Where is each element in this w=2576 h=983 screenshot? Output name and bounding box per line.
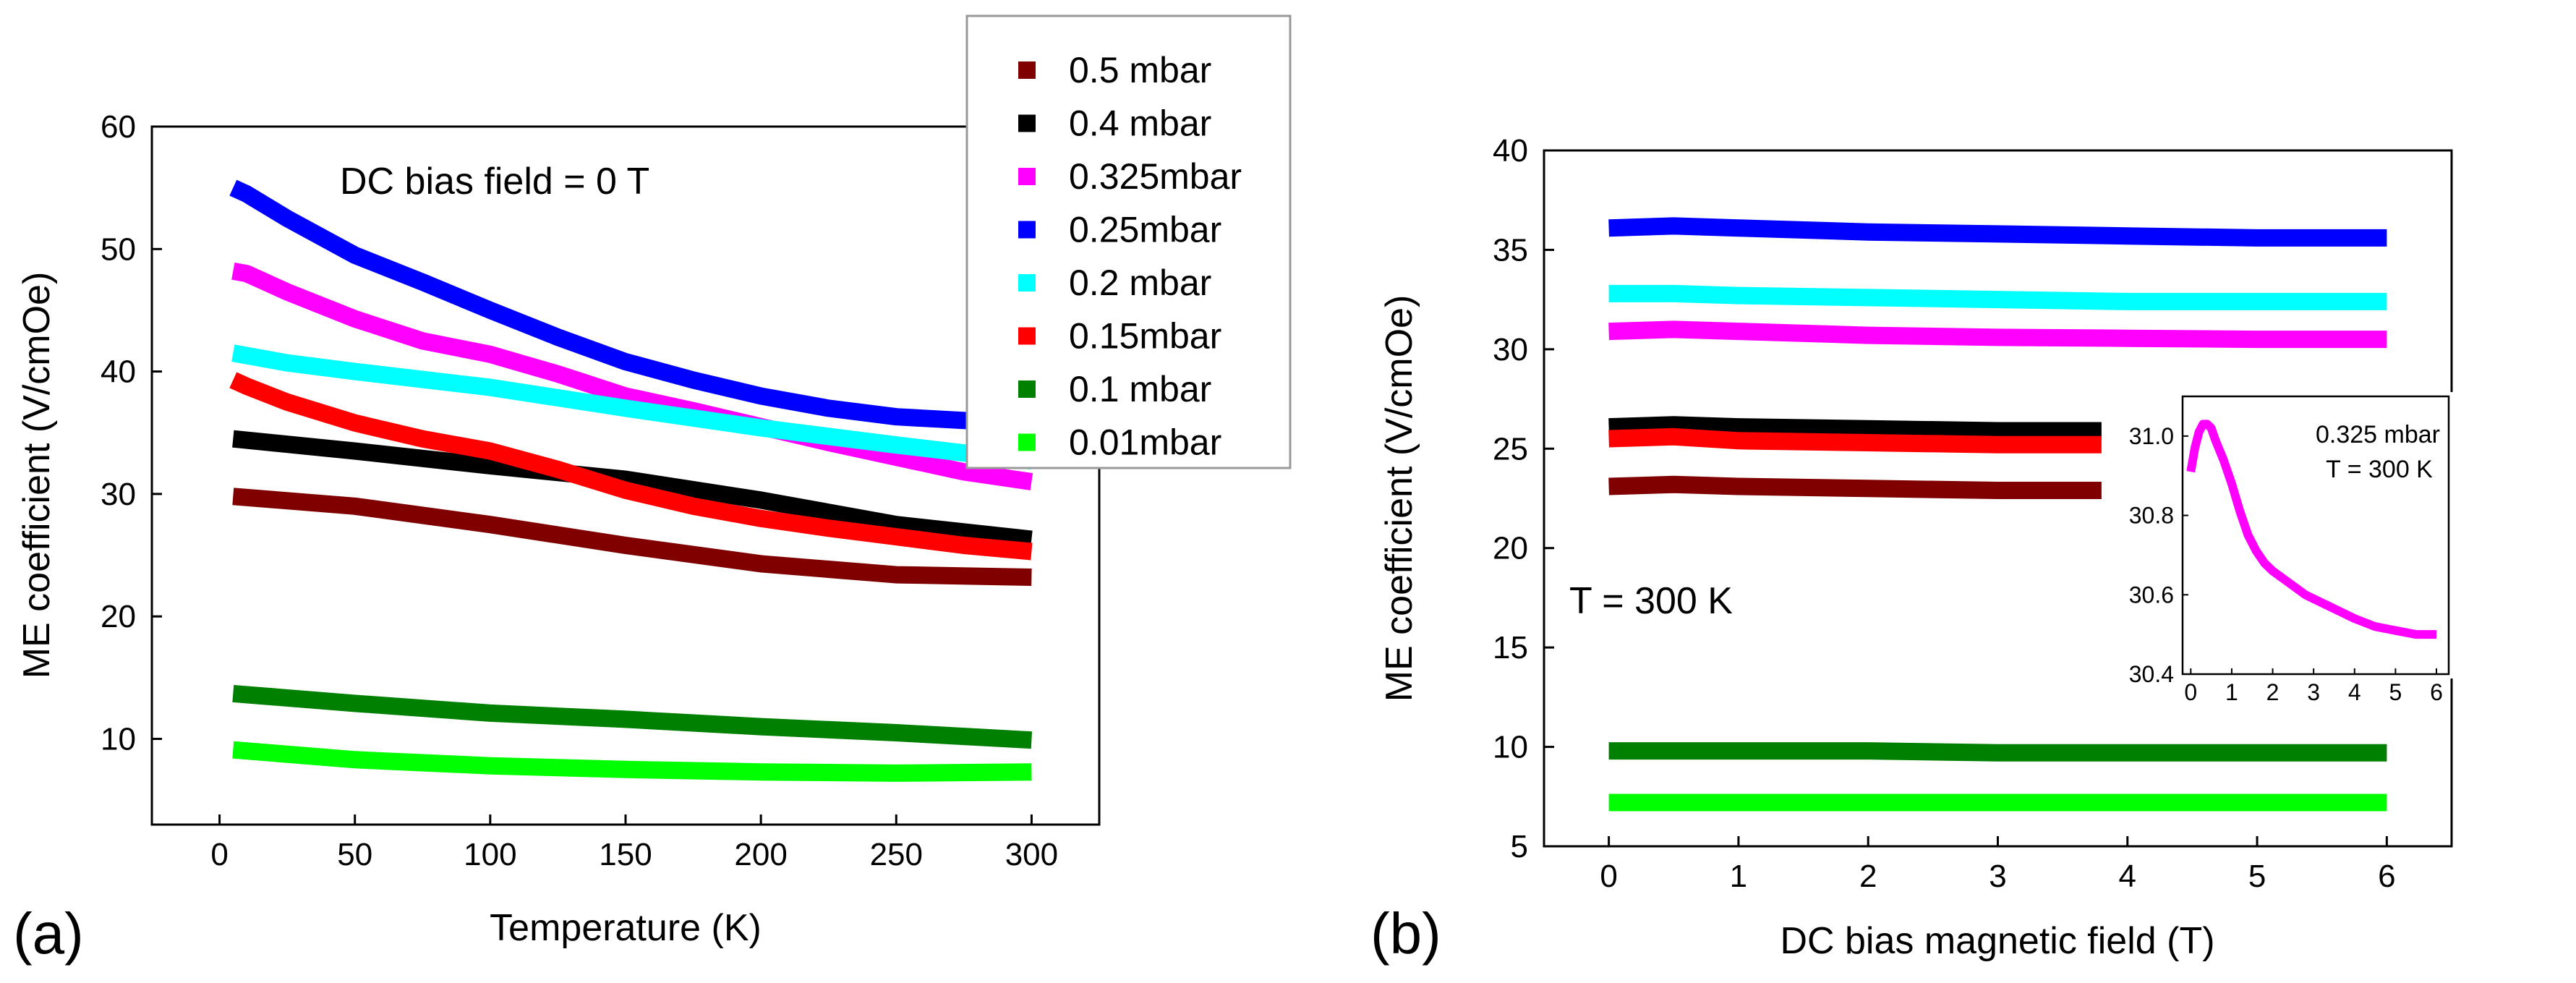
y-tick-label: 31.0 — [2129, 423, 2174, 449]
x-tick-label: 2 — [2266, 679, 2279, 705]
x-tick-label: 250 — [870, 837, 923, 872]
x-tick-label: 1 — [2225, 679, 2238, 705]
annotation-b: T = 300 K — [1569, 580, 1733, 622]
series-line-0-5-mbar — [232, 488, 1032, 586]
axis-ticks-inset: 0 1 2 3 4 5 6 30.4 30.6 30.8 31.0 — [2129, 423, 2443, 705]
series-line-0-25mbar — [1608, 217, 2387, 247]
series-line-0-4-mbar — [1608, 416, 2102, 440]
inset-plot: 0 1 2 3 4 5 6 30.4 30.6 30.8 31.0 0.325 mbar T = 3… — [2129, 392, 2453, 705]
legend-label: 0.15mbar — [1069, 316, 1221, 357]
y-tick-label: 40 — [1493, 133, 1528, 169]
panel-a: 0 50 100 150 200 250 300 10 20 30 40 50 60 DC bias f… — [13, 109, 1101, 966]
legend-label: 0.01mbar — [1069, 422, 1221, 463]
x-tick-label: 50 — [337, 837, 372, 872]
y-tick-label: 20 — [101, 599, 136, 634]
legend-label: 0.25mbar — [1069, 210, 1221, 250]
x-tick-label: 0 — [1600, 859, 1617, 894]
x-tick-label: 3 — [1989, 859, 2006, 894]
x-tick-label: 5 — [2248, 859, 2266, 894]
legend-label: 0.325mbar — [1069, 156, 1242, 197]
legend-swatch — [1018, 380, 1036, 398]
y-tick-label: 30.6 — [2129, 582, 2174, 608]
series-line-0-1-mbar — [232, 684, 1033, 749]
y-tick-label: 60 — [101, 109, 136, 145]
legend-swatch — [1018, 433, 1036, 451]
x-tick-label: 5 — [2389, 679, 2402, 705]
x-tick-label: 100 — [464, 837, 516, 872]
legend: 0.5 mbar 0.4 mbar 0.325mbar 0.25mbar 0.2 mba… — [965, 14, 1292, 469]
series-lines-a — [229, 179, 1033, 782]
series-line-0-25mbar — [229, 179, 1032, 432]
legend-swatch — [1018, 168, 1036, 185]
x-tick-label: 4 — [2348, 679, 2361, 705]
y-tick-label: 10 — [1493, 730, 1528, 765]
y-tick-label: 30 — [1493, 332, 1528, 367]
series-line-0-2-mbar — [231, 344, 1033, 470]
legend-swatch — [1018, 274, 1036, 292]
legend-swatch — [1018, 114, 1036, 132]
panel-label-a: (a) — [13, 901, 84, 966]
y-tick-label: 40 — [101, 354, 136, 390]
y-tick-label: 25 — [1493, 431, 1528, 467]
annotation-a: DC bias field = 0 T — [340, 161, 649, 203]
series-lines-b — [1608, 217, 2387, 812]
y-tick-label: 20 — [1493, 531, 1528, 566]
axis-ticks-a: 0 50 100 150 200 250 300 10 20 30 40 50 60 — [101, 109, 1058, 872]
y-tick-label: 15 — [1493, 630, 1528, 665]
legend-swatch — [1018, 327, 1036, 345]
x-tick-label: 150 — [599, 837, 652, 872]
legend-swatch — [1018, 221, 1036, 239]
series-line-0-15mbar — [1608, 427, 2102, 454]
inset-annotation-temp: T = 300 K — [2326, 456, 2433, 483]
series-line-0-01mbar — [232, 741, 1032, 782]
series-line-0-2-mbar — [1608, 284, 2387, 310]
series-line-0-5-mbar — [1608, 475, 2102, 499]
y-tick-label: 30.8 — [2129, 503, 2174, 529]
panel-label-b: (b) — [1370, 901, 1441, 966]
y-tick-label: 5 — [1511, 829, 1528, 864]
x-tick-label: 6 — [2430, 679, 2443, 705]
y-axis-label-a: ME coefficient (V/cmOe) — [16, 272, 58, 679]
series-line-0-325-mbar — [2186, 420, 2436, 639]
x-tick-label: 0 — [2184, 679, 2197, 705]
x-tick-label: 6 — [2378, 859, 2395, 894]
x-tick-label: 4 — [2119, 859, 2136, 894]
x-tick-label: 1 — [1730, 859, 1747, 894]
x-axis-label-b: DC bias magnetic field (T) — [1780, 920, 2214, 962]
legend-label: 0.4 mbar — [1069, 103, 1211, 144]
y-tick-label: 35 — [1493, 232, 1528, 268]
series-line-0-325mbar — [231, 262, 1033, 490]
series-line-0-325mbar — [1608, 320, 2387, 349]
x-axis-label-a: Temperature (K) — [490, 907, 762, 949]
legend-swatch — [1018, 61, 1036, 79]
series-line-0-1-mbar — [1608, 742, 2387, 762]
series-line-0-15mbar — [229, 372, 1033, 561]
x-tick-label: 0 — [210, 837, 228, 872]
x-tick-label: 200 — [734, 837, 787, 872]
y-tick-label: 30 — [101, 477, 136, 512]
legend-label: 0.1 mbar — [1069, 369, 1211, 409]
series-line-0-4-mbar — [232, 430, 1033, 548]
x-tick-label: 300 — [1005, 837, 1058, 872]
y-tick-label: 30.4 — [2129, 661, 2174, 687]
y-tick-label: 10 — [101, 721, 136, 757]
legend-label: 0.5 mbar — [1069, 50, 1211, 90]
legend-label: 0.2 mbar — [1069, 263, 1211, 303]
x-tick-label: 2 — [1859, 859, 1877, 894]
y-tick-label: 50 — [101, 231, 136, 267]
series-lines-inset — [2186, 420, 2436, 639]
inset-annotation-sample: 0.325 mbar — [2316, 421, 2440, 448]
x-tick-label: 3 — [2307, 679, 2320, 705]
y-axis-label-b: ME coefficient (V/cmOe) — [1378, 295, 1420, 702]
